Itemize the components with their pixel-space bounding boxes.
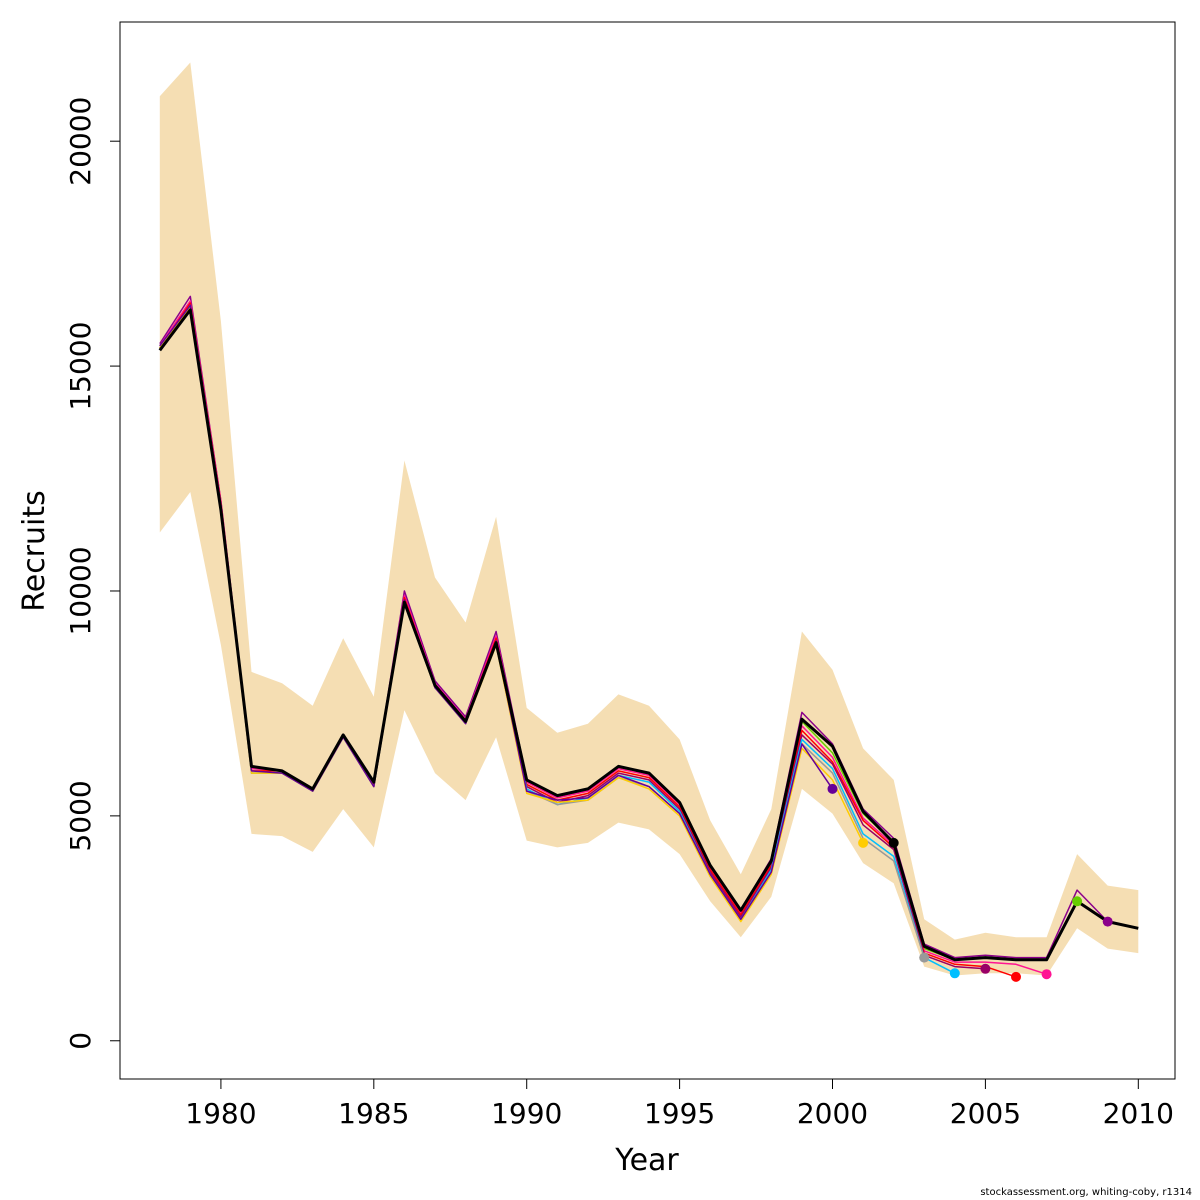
terminal-point-2000	[827, 783, 838, 794]
terminal-point-2006	[1011, 971, 1021, 982]
series-line-2008	[159, 302, 1078, 961]
y-tick-label: 10000	[64, 546, 97, 635]
series-line-2009	[159, 295, 1109, 959]
x-axis-title: Year	[614, 1143, 679, 1178]
terminal-point-2004	[949, 968, 960, 979]
series-line-2005	[159, 304, 986, 970]
y-axis: 0 5000 10000 15000 20000	[64, 97, 121, 1050]
series-line-2004	[159, 304, 956, 974]
terminal-points-layer	[827, 783, 1113, 982]
terminal-point-2002	[888, 837, 899, 848]
terminal-point-2001	[858, 837, 869, 848]
x-tick-label: 2010	[1103, 1097, 1174, 1130]
series-line-2002	[158, 308, 1139, 962]
y-tick-label: 20000	[64, 97, 97, 186]
y-axis-title: Recruits	[17, 490, 52, 612]
x-tick-label: 2005	[950, 1097, 1021, 1130]
terminal-point-2009	[1102, 916, 1113, 927]
y-tick-label: 5000	[64, 780, 97, 851]
y-tick-label: 15000	[64, 322, 97, 411]
x-tick-label: 1980	[185, 1097, 256, 1130]
terminal-point-2008	[1072, 896, 1083, 907]
terminal-point-2003	[919, 952, 930, 963]
confidence-band	[159, 62, 1139, 976]
y-tick-label: 0	[64, 1032, 97, 1050]
plot-frame	[119, 21, 1176, 1080]
terminal-point-2005	[980, 963, 991, 974]
footer-credit: stockassessment.org, whiting-coby, r1314	[980, 1187, 1192, 1198]
terminal-point-2007	[1041, 969, 1052, 980]
x-tick-label: 1990	[491, 1097, 562, 1130]
series-line-2003	[159, 306, 925, 958]
x-tick-label: 1995	[644, 1097, 715, 1130]
series-layer	[158, 295, 1139, 978]
confidence-band-layer	[159, 62, 1139, 976]
x-axis: 1980 1985 1990 1995 2000 2005 2010	[185, 1078, 1174, 1130]
x-tick-label: 1985	[338, 1097, 409, 1130]
x-tick-label: 2000	[797, 1097, 868, 1130]
